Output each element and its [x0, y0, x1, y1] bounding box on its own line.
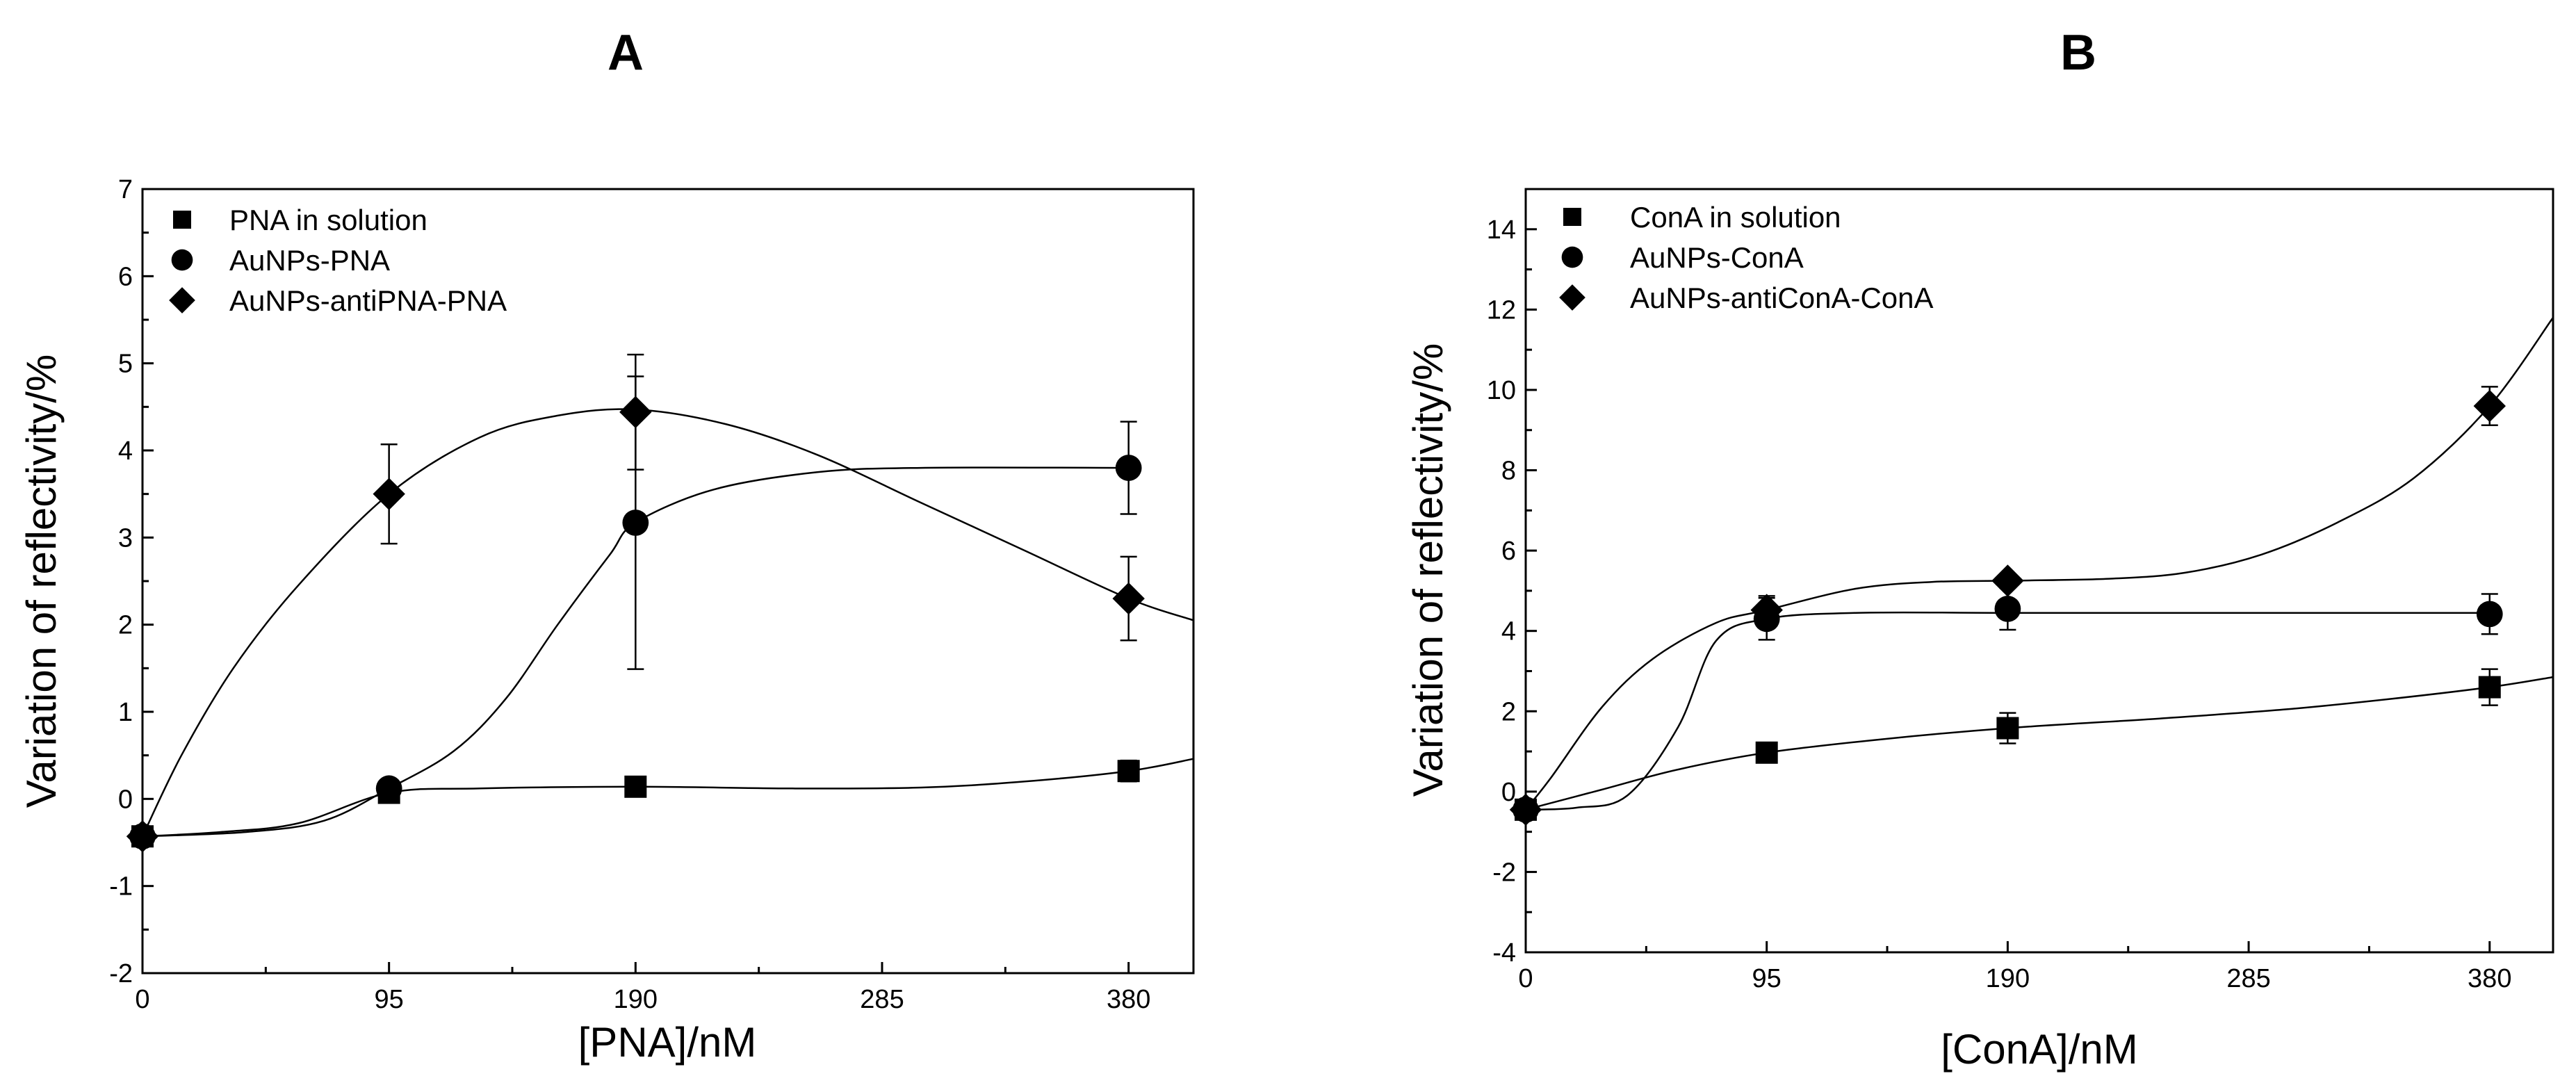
panel-b-point-0-1 [1755, 741, 1778, 764]
panel-a-y-tick-label-2: 0 [118, 785, 133, 814]
panel-b-y-axis-title: Variation of reflectivity/% [1405, 343, 1451, 797]
panel-b-point-2-1 [1750, 594, 1783, 626]
panel-b-legend-label-0: ConA in solution [1630, 201, 1841, 234]
panel-a-legend: PNA in solution AuNPs-PNA AuNPs-antiPNA-PN… [169, 204, 507, 317]
panel-b-y-tick-label-5: 6 [1501, 537, 1516, 566]
panel-a-y-tick-label-3: 1 [118, 698, 133, 727]
panel-b-legend-marker-0 [1563, 208, 1581, 226]
panel-b-legend-label-1: AuNPs-ConA [1630, 241, 1804, 274]
panel-b-legend-marker-1 [1561, 246, 1583, 268]
panel-a-fit-curves [141, 408, 1194, 838]
panel-a-legend-marker-2 [169, 287, 195, 313]
panel-b-fit-curve-2 [1525, 317, 2554, 810]
panel-b-y-tick-label-2: 0 [1501, 778, 1516, 807]
panel-b-x-tick-label-0: 0 [1518, 964, 1533, 993]
panel-b-plot-frame [1524, 188, 2554, 954]
panel-b-fit-curve-0 [1525, 676, 2554, 811]
panel-a-x-tick-label-2: 190 [614, 985, 658, 1014]
panel-a-legend-label-0: PNA in solution [229, 204, 427, 236]
panel-a-y-tick-label-1: -1 [109, 872, 133, 902]
panel-b-legend: ConA in solution AuNPs-ConA AuNPs-antiConA… [1559, 201, 1934, 314]
panel-b-y-tick-label-0: -4 [1492, 938, 1516, 968]
panel-a-y-axis-title: Variation of reflectivity/% [18, 355, 65, 808]
panel-b-x-tick-label-1: 95 [1752, 964, 1782, 993]
panel-a: A [PNA]/nM Variation of reflectivity/% 0… [18, 25, 1195, 1066]
panel-a-point-2-2 [619, 396, 652, 429]
panel-b-x-axis-title: [ConA]/nM [1941, 1026, 2137, 1073]
panel-a-legend-marker-1 [171, 249, 193, 271]
panel-a-point-0-2 [624, 775, 647, 798]
panel-a-point-2-1 [373, 478, 405, 510]
panel-a-ticks: 0 95 190 285 380 -2 -1 0 1 2 3 4 5 6 7 [109, 175, 1150, 1014]
panel-a-point-2-3 [1112, 582, 1145, 615]
panel-a-y-tick-label-0: -2 [109, 959, 133, 988]
panel-a-x-tick-label-1: 95 [375, 985, 404, 1014]
panel-a-point-2-0 [126, 820, 159, 853]
panel-b-y-tick-label-6: 8 [1501, 457, 1516, 486]
panel-b-point-1-2 [1994, 596, 2021, 622]
panel-b-point-0-3 [2478, 676, 2501, 699]
panel-b-x-tick-label-4: 380 [2468, 964, 2511, 993]
panel-a-y-tick-label-4: 2 [118, 611, 133, 640]
panel-a-fit-curve-2 [141, 408, 1194, 837]
panel-a-y-tick-label-9: 7 [118, 175, 133, 204]
panel-b-y-tick-label-4: 4 [1501, 617, 1516, 646]
panel-a-data-marks [126, 353, 1145, 853]
panel-b-ticks: 0 95 190 285 380 -4 -2 0 2 4 6 8 10 12 14 [1487, 215, 2512, 993]
panel-b-y-tick-label-1: -2 [1492, 858, 1516, 887]
panel-a-x-axis-title: [PNA]/nM [578, 1019, 757, 1066]
panel-b-point-1-3 [2476, 601, 2503, 628]
panel-a-point-1-1 [375, 775, 402, 802]
panel-b-title: B [2060, 25, 2096, 81]
panel-a-point-0-3 [1117, 760, 1140, 783]
panel-a-x-tick-label-3: 285 [860, 985, 904, 1014]
panel-b-point-0-2 [1996, 717, 2019, 740]
panel-a-x-tick-label-4: 380 [1107, 985, 1150, 1014]
panel-b-y-tick-label-7: 10 [1487, 376, 1516, 405]
panel-b-fit-curve-1 [1525, 611, 2490, 811]
panel-b-legend-marker-2 [1559, 284, 1585, 311]
panel-a-y-tick-label-5: 3 [118, 523, 133, 553]
panel-b-x-tick-label-3: 285 [2226, 964, 2270, 993]
panel-a-legend-marker-0 [173, 211, 191, 229]
panel-b-x-tick-label-2: 190 [1986, 964, 2030, 993]
panel-b-point-2-2 [1991, 564, 2024, 597]
panel-a-y-tick-label-6: 4 [118, 437, 133, 466]
panel-a-fit-curve-0 [142, 758, 1194, 838]
panel-b-y-tick-label-8: 12 [1487, 295, 1516, 325]
panel-b-data-marks [1509, 386, 2506, 826]
panel-a-legend-label-1: AuNPs-PNA [229, 244, 390, 277]
panel-a-point-1-3 [1115, 455, 1142, 481]
panel-a-y-tick-label-7: 5 [118, 350, 133, 379]
panel-b: B [ConA]/nM Variation of reflectivity/% … [1405, 25, 2554, 1073]
panel-b-y-tick-label-9: 14 [1487, 215, 1516, 245]
panel-b-point-2-0 [1509, 793, 1542, 826]
panel-a-x-tick-label-0: 0 [135, 985, 149, 1014]
panel-a-legend-label-2: AuNPs-antiPNA-PNA [229, 284, 507, 317]
panel-a-fit-curve-1 [142, 466, 1129, 838]
panel-a-y-tick-label-8: 6 [118, 262, 133, 291]
panel-a-point-1-2 [622, 510, 649, 536]
panel-b-y-tick-label-3: 2 [1501, 697, 1516, 726]
panel-a-title: A [608, 25, 644, 81]
panel-b-point-2-3 [2473, 389, 2506, 423]
panel-b-fit-curves [1525, 317, 2554, 811]
panel-b-legend-label-2: AuNPs-antiConA-ConA [1630, 282, 1934, 314]
